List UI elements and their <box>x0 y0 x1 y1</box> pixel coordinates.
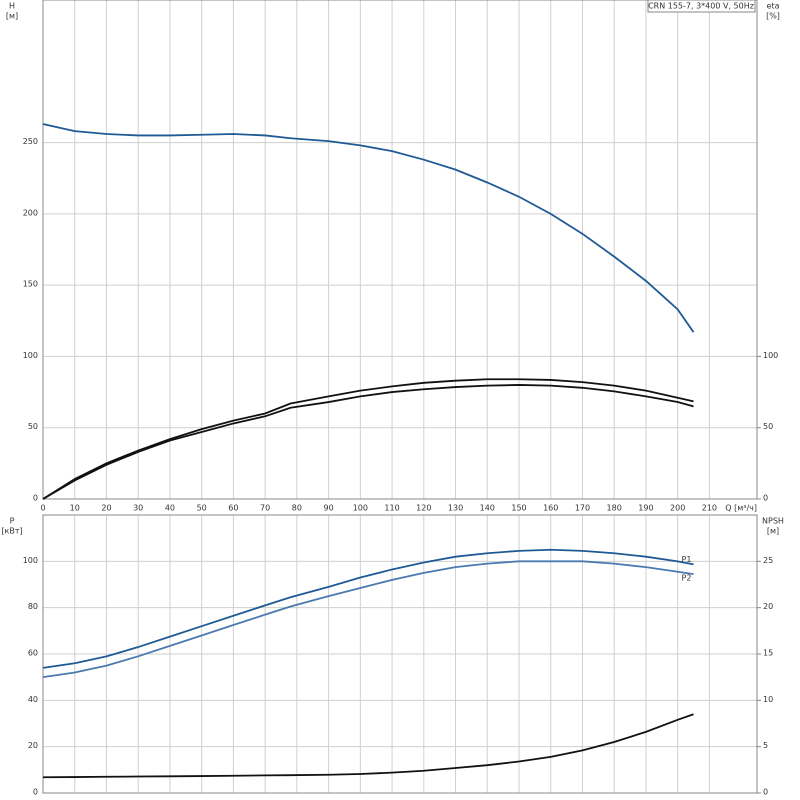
x-tick-label: 210 <box>702 504 717 513</box>
x-tick-label: 80 <box>292 504 302 513</box>
x-tick-label: 170 <box>575 504 590 513</box>
x-tick-label: 100 <box>353 504 368 513</box>
x-tick-label: 10 <box>70 504 80 513</box>
curve <box>42 123 695 333</box>
y-axis-label: P <box>10 517 15 526</box>
x-tick-label: 30 <box>133 504 143 513</box>
series-label: P1 <box>682 555 692 564</box>
annotation: CRN 155-7, 3*400 V, 50Hz <box>648 2 754 11</box>
y-tick-label: 80 <box>28 602 38 611</box>
y2-axis-label: NPSH <box>762 517 784 526</box>
y2-axis-label: eta <box>767 2 780 11</box>
y-tick-label: 0 <box>33 788 38 797</box>
y-axis-unit: [кВт] <box>1 527 22 536</box>
x-tick-label: 60 <box>228 504 238 513</box>
x-tick-label: 140 <box>480 504 495 513</box>
x-tick-label: 150 <box>511 504 526 513</box>
curve <box>42 713 694 779</box>
curve <box>42 378 694 500</box>
y-axis-label: H <box>9 2 15 11</box>
x-tick-label: 200 <box>670 504 685 513</box>
y2-tick-label: 0 <box>763 788 768 797</box>
plot-frame <box>42 514 758 794</box>
x-tick-label: 120 <box>416 504 431 513</box>
y-tick-label: 250 <box>23 137 38 146</box>
annotation-box <box>647 0 756 13</box>
y-tick-label: 100 <box>23 556 38 565</box>
y-tick-label: 20 <box>28 741 38 750</box>
x-tick-label: 190 <box>638 504 653 513</box>
y2-tick-label: 15 <box>763 649 773 658</box>
y2-tick-label: 5 <box>763 741 768 750</box>
x-tick-label: 90 <box>324 504 334 513</box>
y-tick-label: 100 <box>23 351 38 360</box>
x-tick-label: 20 <box>101 504 111 513</box>
y-tick-label: 0 <box>33 494 38 503</box>
y-tick-label: 60 <box>28 649 38 658</box>
y-tick-label: 40 <box>28 695 38 704</box>
y2-tick-label: 0 <box>763 494 768 503</box>
y2-tick-label: 50 <box>763 422 773 431</box>
y-axis-unit: [м] <box>6 12 18 21</box>
y2-tick-label: 20 <box>763 602 773 611</box>
y2-tick-label: 100 <box>763 351 778 360</box>
x-tick-label: 0 <box>40 504 45 513</box>
curve <box>42 548 694 669</box>
y2-tick-label: 25 <box>763 556 773 565</box>
series-label: P2 <box>682 574 692 583</box>
plot-frame <box>42 0 758 500</box>
x-tick-label: 130 <box>448 504 463 513</box>
x-tick-label: 40 <box>165 504 175 513</box>
y2-axis-unit: [%] <box>766 12 780 21</box>
y-tick-label: 150 <box>23 280 38 289</box>
x-tick-label: 110 <box>384 504 399 513</box>
x-tick-label: 70 <box>260 504 270 513</box>
y2-axis-unit: [м] <box>767 527 779 536</box>
y-tick-label: 200 <box>23 208 38 217</box>
x-axis-label: Q [м³/ч] <box>725 504 757 513</box>
x-tick-label: 160 <box>543 504 558 513</box>
y-tick-label: 50 <box>28 422 38 431</box>
y2-tick-label: 10 <box>763 695 773 704</box>
x-tick-label: 50 <box>197 504 207 513</box>
x-tick-label: 180 <box>607 504 622 513</box>
curve <box>42 384 694 500</box>
curve <box>42 560 694 679</box>
